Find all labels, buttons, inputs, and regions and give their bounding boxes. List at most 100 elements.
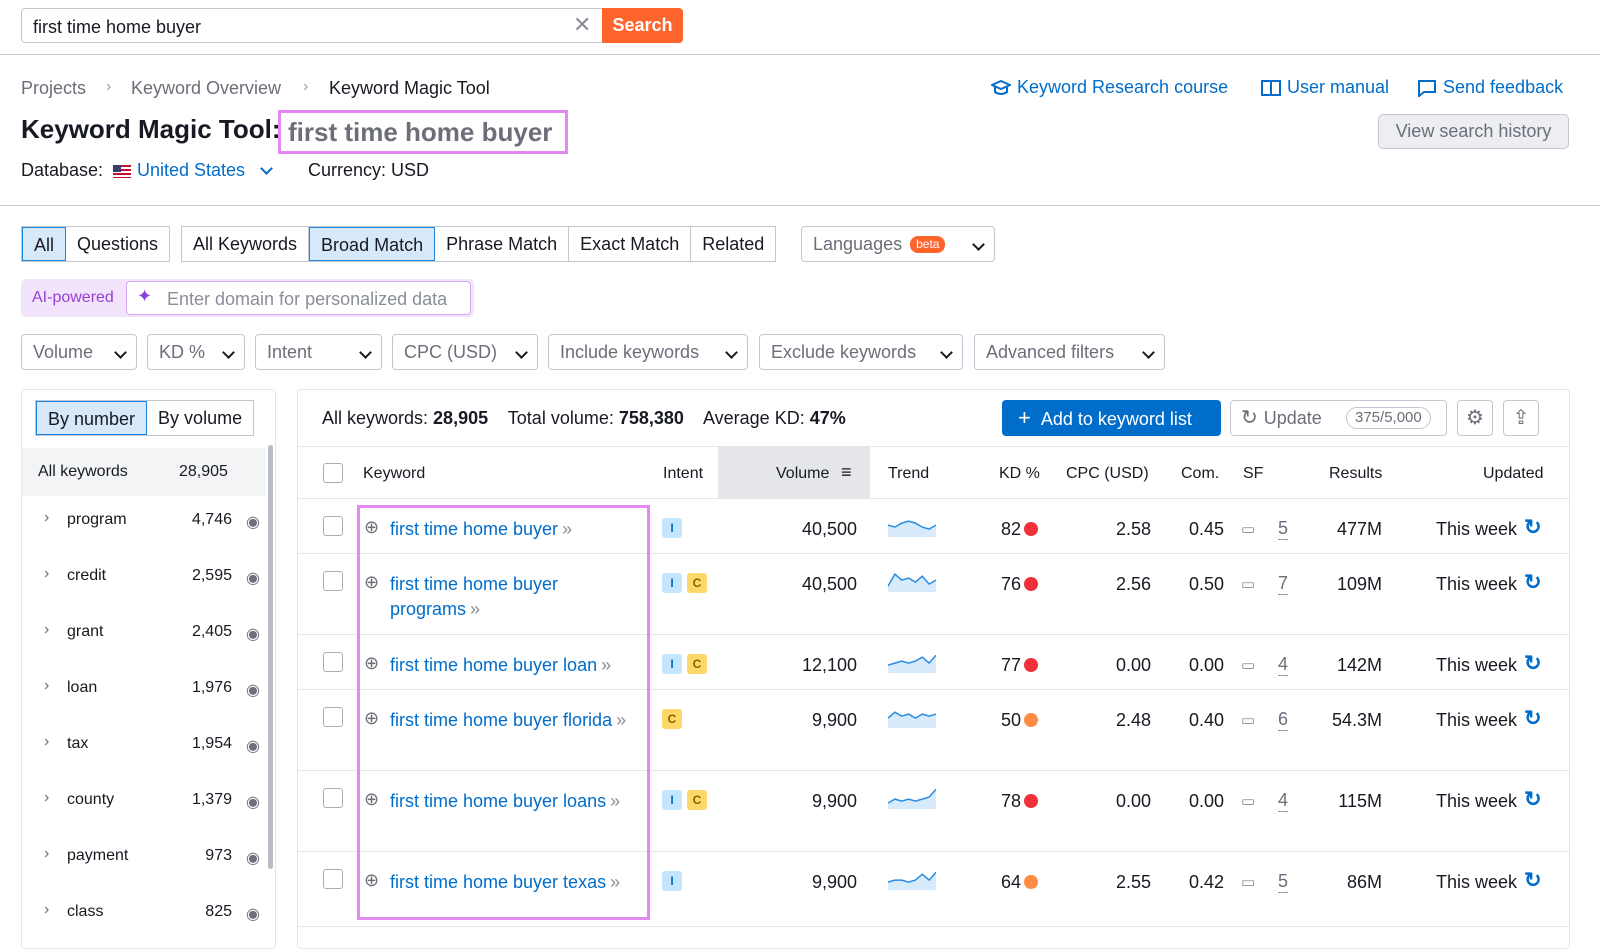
col-cpc[interactable]: CPC (USD) [1066, 465, 1149, 482]
chevron-right-icon[interactable]: › [44, 845, 50, 862]
row-checkbox[interactable] [323, 571, 343, 591]
keyword-group-item[interactable]: › class 825 ◉ [44, 901, 260, 923]
all-keywords-group[interactable]: All keywords 28,905 [22, 448, 266, 496]
eye-icon[interactable]: ◉ [246, 570, 260, 587]
col-intent[interactable]: Intent [663, 465, 704, 482]
refresh-icon[interactable]: ↻ [1524, 788, 1542, 811]
search-button[interactable]: Search [602, 8, 683, 43]
breadcrumb-keyword-overview[interactable]: Keyword Overview [131, 78, 282, 98]
sf-count[interactable]: 5 [1278, 518, 1289, 540]
keyword-group-item[interactable]: › grant 2,405 ◉ [44, 621, 260, 643]
col-volume[interactable]: Volume [776, 465, 830, 482]
eye-icon[interactable]: ◉ [246, 794, 260, 811]
by-volume-button[interactable]: By volume [158, 408, 243, 428]
double-chevron-icon[interactable]: » [470, 599, 481, 619]
eye-icon[interactable]: ◉ [246, 682, 260, 699]
exclude-keywords-filter[interactable]: Exclude keywords [759, 334, 963, 370]
keyword-link[interactable]: first time home buyer florida» [390, 710, 627, 730]
keyword-research-course-link[interactable]: Keyword Research course [991, 77, 1228, 98]
chevron-right-icon[interactable]: › [44, 621, 50, 638]
keyword-group-item[interactable]: › payment 973 ◉ [44, 845, 260, 867]
keyword-link[interactable]: first time home buyer» [390, 519, 573, 539]
sort-icon[interactable]: ≡ [841, 462, 852, 482]
row-checkbox[interactable] [323, 516, 343, 536]
volume-filter[interactable]: Volume [21, 334, 137, 370]
add-keyword-icon[interactable]: ⊕ [364, 572, 380, 592]
export-button[interactable]: ⇪ [1503, 400, 1539, 436]
keyword-link[interactable]: first time home buyer texas» [390, 872, 621, 892]
database-selector[interactable]: United States [137, 160, 246, 180]
double-chevron-icon[interactable]: » [610, 791, 621, 811]
add-keyword-icon[interactable]: ⊕ [364, 653, 380, 673]
eye-icon[interactable]: ◉ [246, 906, 260, 923]
refresh-icon[interactable]: ↻ [1524, 707, 1542, 730]
update-button[interactable]: ↻ Update 375/5,000 [1230, 400, 1447, 436]
tab-phrase-match[interactable]: Phrase Match [435, 227, 570, 261]
user-manual-link[interactable]: User manual [1261, 77, 1389, 98]
view-search-history-button[interactable]: View search history [1378, 114, 1569, 149]
refresh-icon[interactable]: ↻ [1524, 652, 1542, 675]
eye-icon[interactable]: ◉ [246, 738, 260, 755]
keyword-group-item[interactable]: › loan 1,976 ◉ [44, 677, 260, 699]
col-com[interactable]: Com. [1181, 465, 1220, 482]
row-checkbox[interactable] [323, 707, 343, 727]
double-chevron-icon[interactable]: » [562, 519, 573, 539]
sf-count[interactable]: 6 [1278, 709, 1289, 731]
kd-filter[interactable]: KD % [147, 334, 245, 370]
tab-broad-match[interactable]: Broad Match [309, 227, 436, 261]
send-feedback-link[interactable]: Send feedback [1417, 77, 1563, 98]
tab-exact-match[interactable]: Exact Match [569, 227, 692, 261]
col-updated[interactable]: Updated [1483, 465, 1544, 482]
tab-all[interactable]: All [22, 227, 67, 261]
add-keyword-icon[interactable]: ⊕ [364, 517, 380, 537]
tab-related[interactable]: Related [702, 234, 765, 254]
double-chevron-icon[interactable]: » [601, 655, 612, 675]
sidebar-scrollbar[interactable] [268, 445, 273, 869]
row-checkbox[interactable] [323, 788, 343, 808]
add-to-keyword-list-button[interactable]: + Add to keyword list [1002, 400, 1221, 436]
chevron-right-icon[interactable]: › [44, 901, 50, 918]
col-kd[interactable]: KD % [999, 465, 1040, 482]
sf-count[interactable]: 4 [1278, 790, 1289, 812]
add-keyword-icon[interactable]: ⊕ [364, 708, 380, 728]
chevron-right-icon[interactable]: › [44, 677, 50, 694]
select-all-checkbox[interactable] [323, 463, 343, 483]
keyword-group-item[interactable]: › credit 2,595 ◉ [44, 565, 260, 587]
eye-icon[interactable]: ◉ [246, 514, 260, 531]
keyword-link[interactable]: first time home buyer programs» [390, 574, 559, 619]
row-checkbox[interactable] [323, 652, 343, 672]
chevron-right-icon[interactable]: › [44, 509, 50, 526]
domain-input[interactable]: Enter domain for personalized data [126, 281, 471, 315]
keyword-link[interactable]: first time home buyer loan» [390, 655, 612, 675]
eye-icon[interactable]: ◉ [246, 626, 260, 643]
clear-search-icon[interactable]: ✕ [573, 12, 592, 37]
sf-count[interactable]: 7 [1278, 573, 1289, 595]
sf-count[interactable]: 5 [1278, 871, 1289, 893]
cpc-filter[interactable]: CPC (USD) [392, 334, 538, 370]
tab-all-keywords[interactable]: All Keywords [182, 227, 310, 261]
col-sf[interactable]: SF [1243, 465, 1264, 482]
col-results[interactable]: Results [1329, 465, 1383, 482]
breadcrumb-projects[interactable]: Projects [21, 78, 87, 98]
add-keyword-icon[interactable]: ⊕ [364, 870, 380, 890]
keyword-group-item[interactable]: › tax 1,954 ◉ [44, 733, 260, 755]
add-keyword-icon[interactable]: ⊕ [364, 789, 380, 809]
col-keyword[interactable]: Keyword [363, 465, 426, 482]
keyword-link[interactable]: first time home buyer loans» [390, 791, 621, 811]
by-number-button[interactable]: By number [36, 401, 148, 435]
row-checkbox[interactable] [323, 869, 343, 889]
languages-dropdown[interactable]: Languages beta [801, 226, 995, 262]
double-chevron-icon[interactable]: » [610, 872, 621, 892]
include-keywords-filter[interactable]: Include keywords [548, 334, 748, 370]
refresh-icon[interactable]: ↻ [1524, 516, 1542, 539]
double-chevron-icon[interactable]: » [616, 710, 627, 730]
settings-button[interactable]: ⚙ [1457, 400, 1493, 436]
intent-filter[interactable]: Intent [255, 334, 382, 370]
tab-questions[interactable]: Questions [77, 234, 159, 254]
refresh-icon[interactable]: ↻ [1524, 869, 1542, 892]
search-input[interactable]: first time home buyer [21, 8, 603, 43]
sf-count[interactable]: 4 [1278, 654, 1289, 676]
eye-icon[interactable]: ◉ [246, 850, 260, 867]
keyword-group-item[interactable]: › county 1,379 ◉ [44, 789, 260, 811]
chevron-right-icon[interactable]: › [44, 789, 50, 806]
